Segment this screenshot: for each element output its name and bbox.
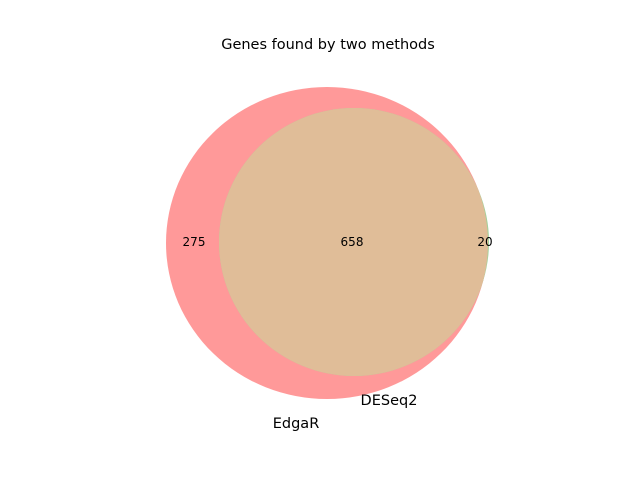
deseq2-only-count: 20 [477, 235, 492, 249]
intersection-count: 658 [341, 235, 364, 249]
set-label-edgar: EdgaR [273, 416, 320, 432]
overlap-region [219, 108, 488, 376]
set-label-deseq2: DESeq2 [361, 393, 418, 409]
chart-title: Genes found by two methods [221, 37, 435, 53]
edgar-only-count: 275 [183, 235, 206, 249]
